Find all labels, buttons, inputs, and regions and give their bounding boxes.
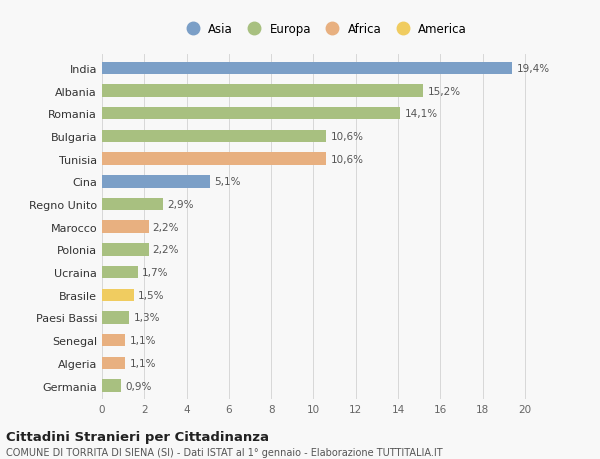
Text: 2,2%: 2,2% [153, 222, 179, 232]
Text: 1,3%: 1,3% [134, 313, 160, 323]
Text: 15,2%: 15,2% [428, 86, 461, 96]
Bar [102, 221, 149, 234]
Text: 2,9%: 2,9% [167, 200, 194, 210]
Bar [102, 244, 149, 256]
Text: 19,4%: 19,4% [517, 64, 550, 73]
Bar [102, 108, 400, 120]
Text: 1,7%: 1,7% [142, 268, 169, 278]
Legend: Asia, Europa, Africa, America: Asia, Europa, Africa, America [178, 20, 470, 39]
Bar [102, 130, 326, 143]
Bar [102, 266, 138, 279]
Bar [102, 357, 125, 369]
Bar [102, 334, 125, 347]
Text: 1,1%: 1,1% [130, 336, 156, 346]
Text: 10,6%: 10,6% [331, 154, 364, 164]
Text: 2,2%: 2,2% [153, 245, 179, 255]
Text: 1,5%: 1,5% [138, 290, 164, 300]
Text: 0,9%: 0,9% [125, 381, 152, 391]
Bar [102, 380, 121, 392]
Bar [102, 176, 210, 188]
Bar [102, 153, 326, 166]
Bar [102, 312, 130, 324]
Text: Cittadini Stranieri per Cittadinanza: Cittadini Stranieri per Cittadinanza [6, 431, 269, 443]
Bar [102, 289, 134, 302]
Text: 14,1%: 14,1% [404, 109, 437, 119]
Text: 5,1%: 5,1% [214, 177, 241, 187]
Bar [102, 85, 424, 98]
Text: 10,6%: 10,6% [331, 132, 364, 142]
Bar [102, 198, 163, 211]
Bar [102, 62, 512, 75]
Text: 1,1%: 1,1% [130, 358, 156, 368]
Text: COMUNE DI TORRITA DI SIENA (SI) - Dati ISTAT al 1° gennaio - Elaborazione TUTTIT: COMUNE DI TORRITA DI SIENA (SI) - Dati I… [6, 448, 443, 458]
